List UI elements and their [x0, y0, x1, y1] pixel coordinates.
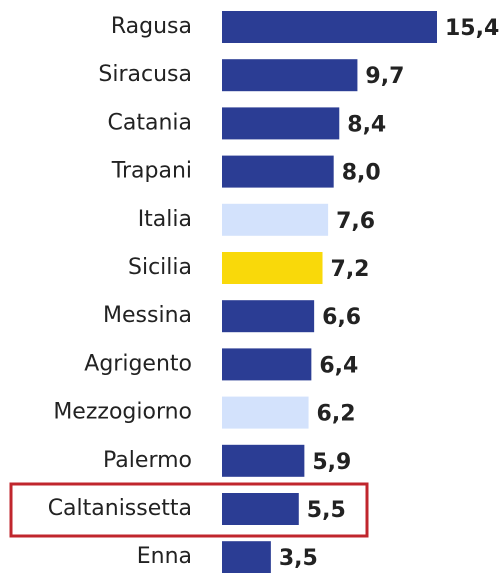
value-label: 15,4	[445, 16, 499, 41]
bar	[222, 444, 305, 477]
highlight-box	[9, 482, 369, 538]
value-label: 5,9	[312, 450, 351, 475]
value-label: 6,2	[317, 402, 356, 427]
value-label: 9,7	[365, 64, 404, 89]
bar	[222, 493, 299, 525]
value-label: 3,5	[279, 546, 318, 571]
category-label: Italia	[138, 207, 192, 232]
bar	[222, 541, 271, 573]
bar	[222, 107, 340, 140]
category-label: Messina	[103, 303, 192, 328]
bar	[222, 348, 312, 381]
value-label: 5,5	[307, 498, 346, 523]
bar	[222, 155, 334, 188]
value-label: 8,0	[342, 161, 381, 186]
category-label: Trapani	[111, 159, 192, 184]
bar	[222, 59, 358, 92]
category-label: Palermo	[103, 448, 192, 473]
bar	[222, 203, 329, 236]
value-label: 7,6	[336, 209, 375, 234]
value-label: 6,4	[319, 353, 358, 378]
category-label: Sicilia	[128, 255, 192, 280]
bar	[222, 300, 315, 333]
category-label: Enna	[137, 544, 192, 569]
value-label: 8,4	[347, 112, 386, 137]
category-label: Siracusa	[98, 62, 192, 87]
category-label: Catania	[108, 110, 193, 135]
bar	[222, 11, 437, 43]
category-label: Caltanissetta	[48, 496, 192, 521]
bar	[222, 396, 309, 429]
category-label: Mezzogiorno	[53, 400, 192, 425]
bar	[222, 252, 323, 284]
category-label: Agrigento	[84, 351, 192, 376]
category-label: Ragusa	[111, 14, 192, 39]
value-label: 6,6	[322, 305, 361, 330]
value-label: 7,2	[331, 257, 370, 282]
